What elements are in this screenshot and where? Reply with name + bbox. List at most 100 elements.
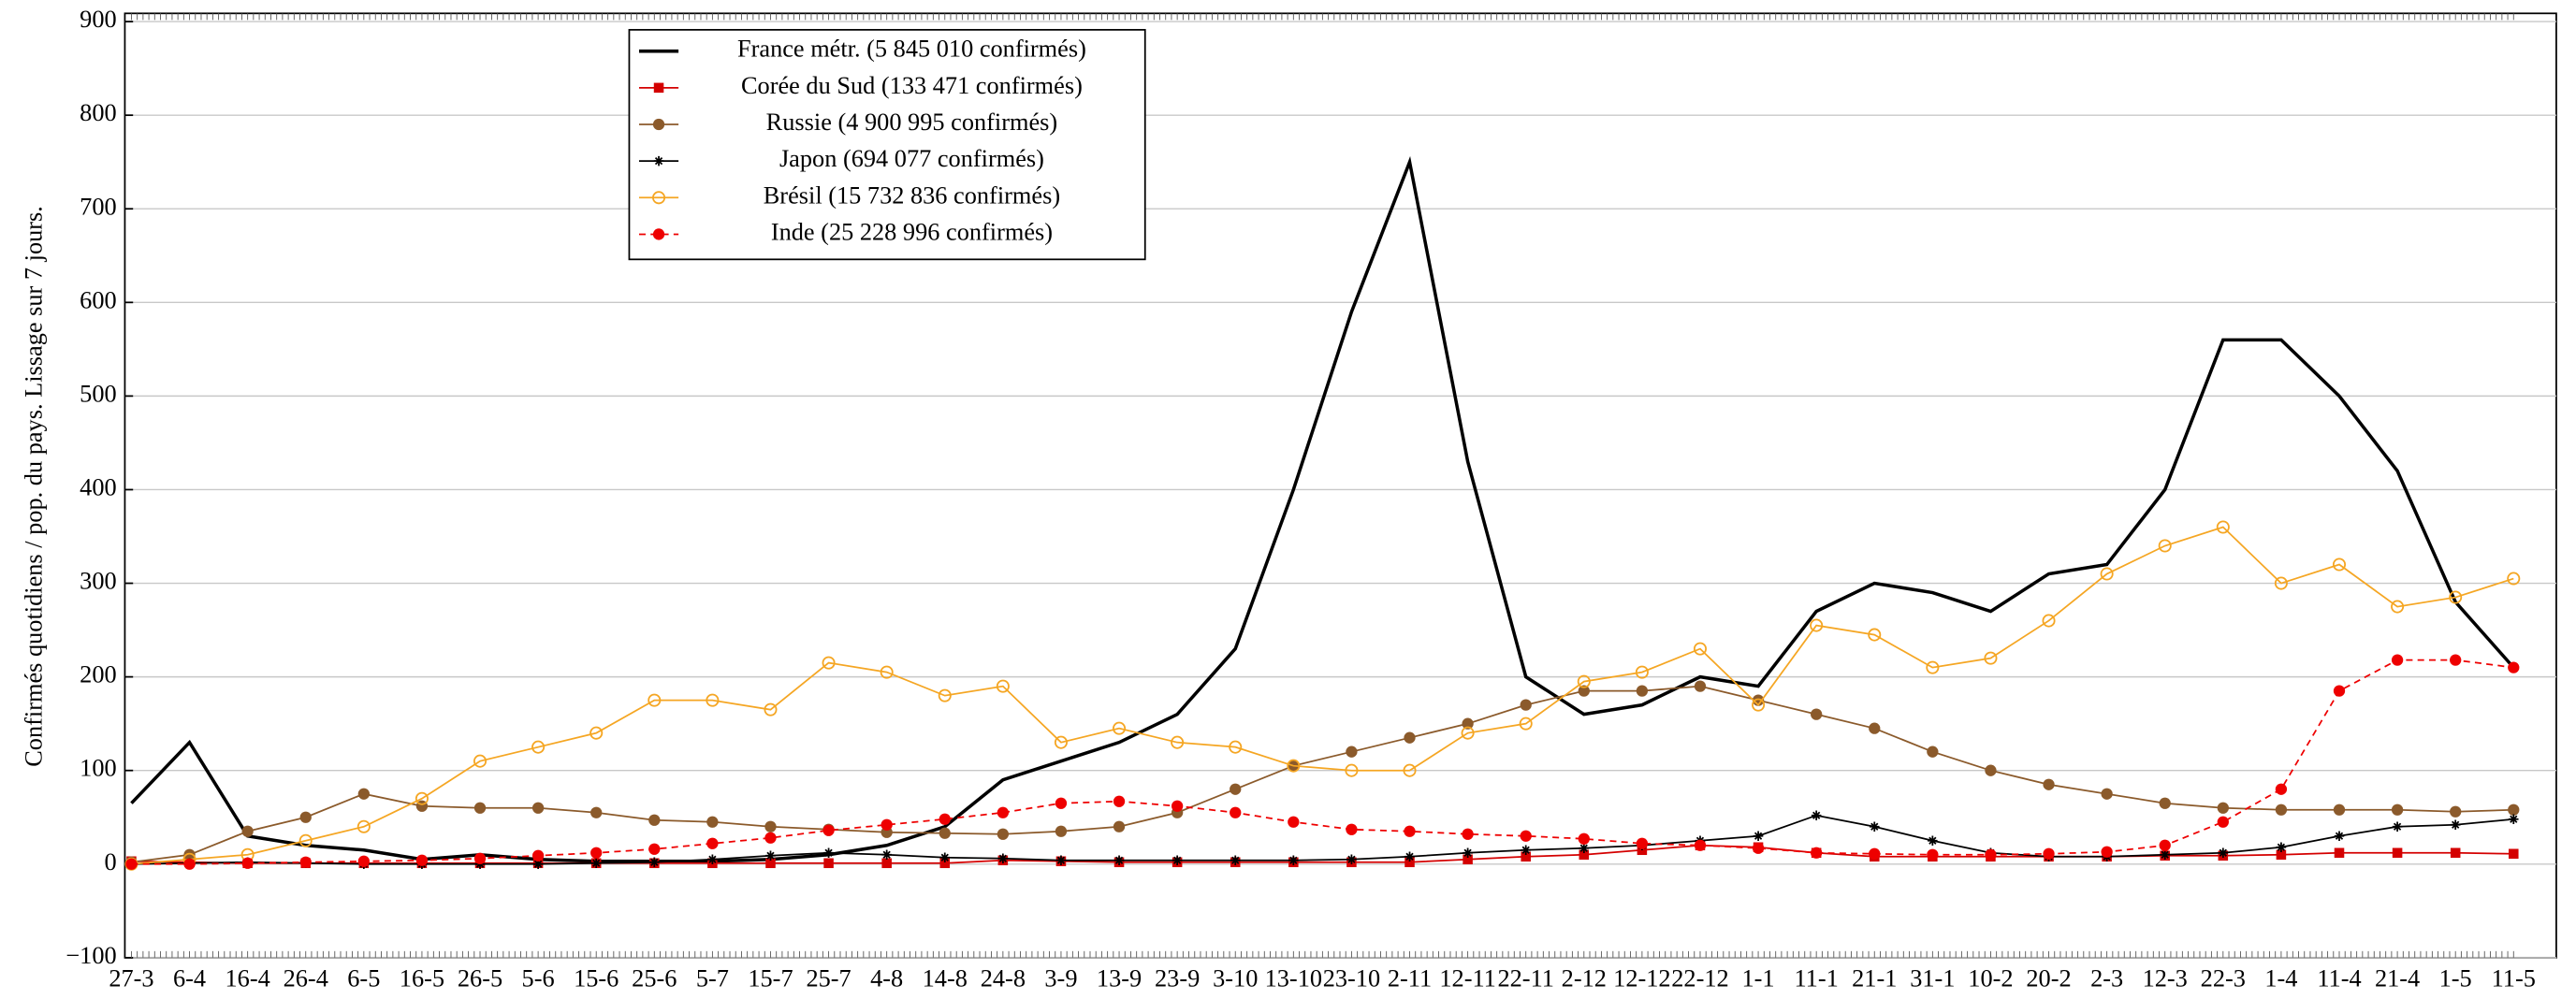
x-tick-label: 6-5 [347, 964, 380, 992]
marker [590, 806, 603, 818]
marker [1404, 851, 1415, 862]
y-axis-label: Confirmés quotidiens / pop. du pays. Lis… [21, 206, 48, 767]
legend-marker [652, 228, 665, 240]
marker [299, 811, 312, 823]
y-tick-label: 800 [80, 99, 117, 126]
x-tick-label: 16-5 [400, 964, 444, 992]
marker [532, 859, 544, 870]
marker [1055, 855, 1067, 866]
series-line [130, 155, 2515, 863]
marker [2101, 788, 2113, 800]
x-tick-label: 23-10 [1323, 964, 1380, 992]
marker [2217, 802, 2229, 814]
legend-marker [653, 82, 664, 94]
marker [473, 754, 488, 768]
series-line [131, 659, 2514, 865]
marker [1985, 764, 1997, 776]
marker [1462, 828, 1474, 840]
marker [2043, 847, 2055, 860]
marker [473, 802, 487, 814]
x-tick-label: 1-4 [2264, 964, 2297, 992]
x-tick-label: 1-1 [1742, 964, 1775, 992]
marker [357, 819, 371, 833]
marker [765, 858, 776, 869]
marker [531, 802, 545, 814]
x-tick-label: 6-4 [173, 964, 206, 992]
y-tick-label: 700 [80, 193, 117, 220]
marker [2275, 783, 2288, 795]
legend-marker [652, 118, 665, 131]
x-tick-label: 4-8 [870, 964, 903, 992]
marker [706, 816, 719, 828]
x-tick-label: 11-1 [1795, 964, 1839, 992]
x-tick-label: 22-12 [1671, 964, 1728, 992]
y-tick-label: 100 [80, 755, 117, 782]
marker [822, 656, 836, 670]
marker [1054, 735, 1068, 749]
marker [1113, 721, 1127, 735]
x-tick-label: 31-1 [1910, 964, 1955, 992]
marker [1752, 698, 1766, 712]
marker [1403, 763, 1417, 777]
legend-label: France métr. (5 845 010 confirmés) [737, 36, 1086, 63]
marker [1579, 843, 1590, 854]
marker [125, 858, 138, 870]
marker [764, 832, 777, 844]
marker [1811, 847, 1823, 859]
marker [2217, 816, 2229, 828]
marker [880, 818, 893, 831]
marker [765, 850, 776, 861]
y-tick-label: 200 [80, 661, 117, 688]
marker [2159, 797, 2171, 809]
marker [2218, 847, 2229, 859]
marker [1519, 717, 1533, 731]
marker [299, 856, 312, 868]
x-tick-label: 14-8 [923, 964, 968, 992]
marker [1404, 857, 1415, 868]
legend-label: Inde (25 228 996 confirmés) [771, 218, 1053, 245]
marker [1811, 708, 1823, 720]
x-tick-label: 26-5 [458, 964, 502, 992]
marker [939, 858, 951, 869]
marker [2392, 847, 2403, 859]
marker [648, 814, 661, 826]
marker [2391, 654, 2404, 666]
y-tick-label: 400 [80, 474, 117, 501]
marker [2450, 819, 2461, 831]
x-tick-label: 21-4 [2375, 964, 2420, 992]
marker [2508, 804, 2520, 816]
x-tick-label: 15-6 [574, 964, 619, 992]
series [125, 654, 2520, 870]
marker [706, 693, 720, 707]
marker [1346, 854, 1357, 865]
marker [1694, 839, 1707, 851]
legend-box [628, 28, 1146, 261]
marker [241, 857, 254, 869]
marker [357, 788, 370, 800]
marker [1694, 680, 1707, 692]
x-tick-label: 23-9 [1155, 964, 1200, 992]
marker [1810, 618, 1824, 632]
marker [2276, 849, 2287, 861]
marker [1404, 731, 1416, 744]
marker [1578, 832, 1590, 845]
x-tick-label: 5-6 [522, 964, 555, 992]
marker [2043, 778, 2055, 790]
series [124, 520, 2521, 871]
marker [2333, 685, 2346, 697]
marker [415, 854, 429, 866]
legend-marker [653, 155, 664, 166]
marker [2391, 804, 2404, 816]
marker [1984, 651, 1998, 665]
marker [2332, 557, 2347, 572]
marker [1055, 797, 1068, 809]
x-tick-label: 20-2 [2026, 964, 2071, 992]
x-tick-label: 27-3 [109, 964, 153, 992]
marker [1636, 685, 1649, 697]
marker [298, 833, 313, 847]
marker [2392, 821, 2403, 832]
marker [938, 688, 952, 702]
marker [1869, 821, 1880, 832]
x-tick-label: 24-8 [981, 964, 1026, 992]
marker [1926, 660, 1940, 674]
